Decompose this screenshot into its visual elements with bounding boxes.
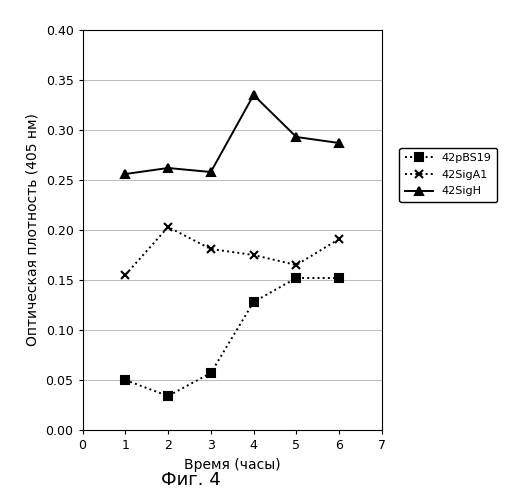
42pBS19 <box>165 393 171 399</box>
42pBS19 <box>208 370 214 376</box>
42pBS19 <box>122 377 128 383</box>
42pBS19 <box>293 275 299 281</box>
42SigH <box>165 165 171 171</box>
42SigH <box>336 140 342 146</box>
42SigA1 <box>250 252 256 258</box>
42SigH <box>293 134 299 140</box>
42SigA1 <box>293 262 299 268</box>
42SigA1 <box>122 272 128 278</box>
Line: 42SigH: 42SigH <box>121 91 343 178</box>
42pBS19 <box>250 299 256 305</box>
42SigA1 <box>336 236 342 242</box>
42SigH <box>250 92 256 98</box>
42pBS19 <box>336 275 342 281</box>
X-axis label: Время (часы): Время (часы) <box>184 458 281 471</box>
Line: 42pBS19: 42pBS19 <box>121 274 343 400</box>
Line: 42SigA1: 42SigA1 <box>121 223 343 279</box>
Y-axis label: Оптическая плотность (405 нм): Оптическая плотность (405 нм) <box>26 114 40 346</box>
42SigA1 <box>165 224 171 230</box>
Legend: 42pBS19, 42SigA1, 42SigH: 42pBS19, 42SigA1, 42SigH <box>399 148 497 202</box>
42SigH <box>208 169 214 175</box>
42SigH <box>122 171 128 177</box>
Text: Фиг. 4: Фиг. 4 <box>161 471 221 489</box>
42SigA1 <box>208 246 214 252</box>
